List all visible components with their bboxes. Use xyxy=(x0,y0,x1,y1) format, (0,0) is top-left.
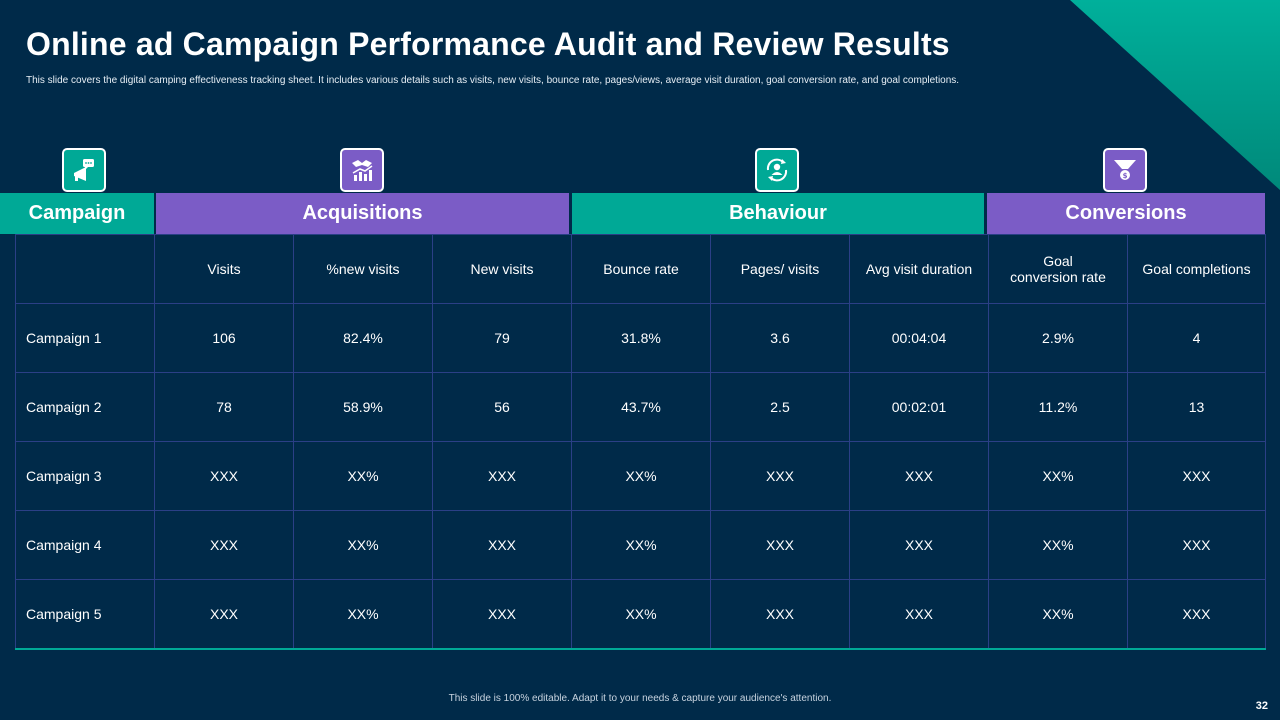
table-cell: XX% xyxy=(571,510,711,580)
column-header-pages-visits: Pages/ visits xyxy=(710,234,850,304)
table-row: Campaign 4 XXX XX% XXX XX% XXX XXX XX% X… xyxy=(15,510,1266,580)
table-cell: XX% xyxy=(571,441,711,511)
table-cell: 79 xyxy=(432,303,572,373)
column-header-new-visits-percent: %new visits xyxy=(293,234,433,304)
table-cell: XXX xyxy=(154,441,294,511)
customer-cycle-icon xyxy=(755,148,799,192)
table-cell: XX% xyxy=(293,441,433,511)
table-cell: 106 xyxy=(154,303,294,373)
funnel-dollar-icon: $ xyxy=(1103,148,1147,192)
table-cell: XXX xyxy=(1127,510,1266,580)
footer-note: This slide is 100% editable. Adapt it to… xyxy=(448,693,832,704)
campaign-name-cell: Campaign 4 xyxy=(15,510,155,580)
table-cell: XXX xyxy=(432,510,572,580)
table-cell: 56 xyxy=(432,372,572,442)
table-row: Campaign 2 78 58.9% 56 43.7% 2.5 00:02:0… xyxy=(15,372,1266,442)
column-header-visits: Visits xyxy=(154,234,294,304)
campaign-name-cell: Campaign 2 xyxy=(15,372,155,442)
column-header-avg-visit-duration: Avg visit duration xyxy=(849,234,989,304)
table-cell: XXX xyxy=(849,579,989,650)
column-header-bounce-rate: Bounce rate xyxy=(571,234,711,304)
table-cell: 78 xyxy=(154,372,294,442)
table-cell: 43.7% xyxy=(571,372,711,442)
table-cell: XX% xyxy=(293,510,433,580)
table-cell: XXX xyxy=(432,579,572,650)
table-cell: XXX xyxy=(849,441,989,511)
table-cell: XXX xyxy=(710,510,850,580)
table-row: Campaign 5 XXX XX% XXX XX% XXX XXX XX% X… xyxy=(15,579,1266,650)
group-header-conversions: Conversions xyxy=(987,193,1265,234)
megaphone-chat-icon xyxy=(62,148,106,192)
table-cell: 82.4% xyxy=(293,303,433,373)
table-cell: XX% xyxy=(988,579,1128,650)
campaign-name-cell: Campaign 1 xyxy=(15,303,155,373)
column-header-new-visits: New visits xyxy=(432,234,572,304)
campaign-name-cell: Campaign 5 xyxy=(15,579,155,650)
table-cell: XXX xyxy=(849,510,989,580)
group-header-behaviour: Behaviour xyxy=(572,193,984,234)
table-cell: XXX xyxy=(710,579,850,650)
column-header-blank xyxy=(15,234,155,304)
campaign-name-cell: Campaign 3 xyxy=(15,441,155,511)
column-header-row: Visits %new visits New visits Bounce rat… xyxy=(15,234,1266,304)
table-cell: XX% xyxy=(571,579,711,650)
table-cell: XXX xyxy=(1127,579,1266,650)
table-row: Campaign 3 XXX XX% XXX XX% XXX XXX XX% X… xyxy=(15,441,1266,511)
table-cell: 2.9% xyxy=(988,303,1128,373)
page-title: Online ad Campaign Performance Audit and… xyxy=(26,26,950,62)
table-row: Campaign 1 106 82.4% 79 31.8% 3.6 00:04:… xyxy=(15,303,1266,373)
corner-decoration xyxy=(1070,0,1280,190)
table-cell: 13 xyxy=(1127,372,1266,442)
table-cell: 2.5 xyxy=(710,372,850,442)
column-header-goal-conversion-rate: Goal conversion rate xyxy=(988,234,1128,304)
table-cell: 3.6 xyxy=(710,303,850,373)
table-cell: 00:02:01 xyxy=(849,372,989,442)
table-cell: XXX xyxy=(154,579,294,650)
table-cell: 31.8% xyxy=(571,303,711,373)
goal-conversion-label: Goal conversion rate xyxy=(1010,253,1106,285)
page-number: 32 xyxy=(1255,700,1268,712)
performance-table: Visits %new visits New visits Bounce rat… xyxy=(15,234,1266,650)
table-cell: XXX xyxy=(710,441,850,511)
column-header-goal-completions: Goal completions xyxy=(1127,234,1266,304)
group-header-acquisitions: Acquisitions xyxy=(156,193,569,234)
table-cell: 4 xyxy=(1127,303,1266,373)
table-cell: XXX xyxy=(432,441,572,511)
table-cell: XX% xyxy=(988,510,1128,580)
table-cell: 00:04:04 xyxy=(849,303,989,373)
group-header-campaign: Campaign xyxy=(0,193,154,234)
table-cell: XXX xyxy=(154,510,294,580)
table-cell: 11.2% xyxy=(988,372,1128,442)
table-cell: XX% xyxy=(293,579,433,650)
table-cell: 58.9% xyxy=(293,372,433,442)
table-cell: XXX xyxy=(1127,441,1266,511)
svg-text:$: $ xyxy=(1123,172,1128,180)
page-subtitle: This slide covers the digital camping ef… xyxy=(26,75,960,86)
handshake-growth-icon xyxy=(340,148,384,192)
table-cell: XX% xyxy=(988,441,1128,511)
